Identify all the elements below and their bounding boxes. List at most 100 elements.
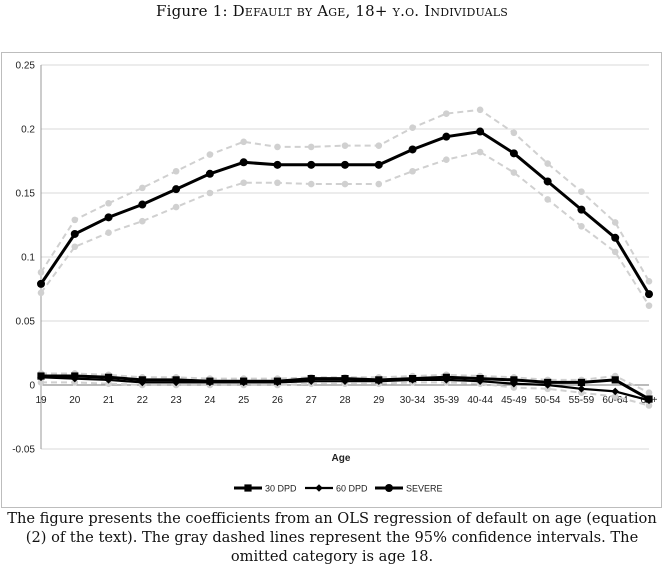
point-severe [172,185,181,194]
ci-point [645,402,653,409]
ci-point [476,106,484,114]
x-tick-label: 28 [339,395,351,406]
point-60-dpd [239,378,248,387]
legend-label-60-dpd: 60 DPD [336,484,368,494]
line-chart: -0.05 0 0.05 0.1 0.15 0.2 0.25 19 20 21 22 23 24 25 26… [12,61,657,494]
ci-point [240,138,247,146]
point-severe [476,127,485,136]
point-60-dpd [645,396,653,405]
figure-title-main: Default by Age, 18+ y.o. Individuals [232,2,508,20]
point-60-dpd [206,378,214,387]
ci-point [375,142,383,149]
x-tick-label: 25 [238,395,250,406]
point-60-dpd [307,377,316,385]
point-60-dpd [104,376,113,384]
point-severe [341,160,349,169]
point-60-dpd [476,377,484,385]
point-severe [374,160,383,169]
x-tick-label: 45-49 [501,395,527,406]
point-60-dpd [70,374,79,383]
ci-point [71,216,79,224]
x-tick-label: 35-39 [434,395,460,406]
ci-point [645,278,653,285]
chart-frame: -0.05 0 0.05 0.1 0.15 0.2 0.25 19 20 21 22 23 24 25 26… [1,52,662,508]
ci-point [476,148,484,156]
ci-point [37,379,45,386]
ci-point [544,385,551,393]
x-tick-label: 26 [272,395,284,406]
point-30-dpd [510,376,518,384]
ci-point [71,379,79,386]
ci-point [578,188,585,196]
series-line-severe [39,130,651,295]
ci-point [375,180,383,188]
point-severe [408,145,417,154]
x-tick-label: 20 [69,395,81,406]
ci-point [71,243,79,251]
ci-point [206,151,214,158]
point-severe [307,160,316,169]
ci-point [341,142,349,149]
point-30-dpd [577,378,586,387]
ci-point [510,169,518,176]
legend-marker-60-dpd [315,484,323,492]
point-60-dpd [510,379,518,388]
legend-label-severe: SEVERE [406,484,443,494]
ci-point [611,393,619,400]
x-tick-label: 50-54 [535,395,561,406]
ci-point [510,129,518,137]
point-severe [543,177,552,186]
ci-point [443,110,450,117]
ci-point [409,167,416,175]
point-severe [645,290,653,299]
x-tick-label: 29 [373,395,385,406]
point-severe [104,213,113,222]
point-60-dpd [273,378,282,387]
ci-point [645,389,653,396]
point-severe [442,132,451,141]
ci-point [510,384,518,391]
ci-point [274,143,281,151]
ci-point [611,219,619,226]
y-tick-label: 0.2 [21,125,35,136]
point-severe [138,200,147,209]
legend-marker-30-dpd [244,484,252,492]
x-tick-label: 22 [137,395,149,406]
x-tick-label: 60-64 [602,395,628,406]
point-60-dpd [138,378,147,387]
ci-point [37,289,45,297]
x-axis-title: Age [332,453,351,464]
ci-point [611,248,619,256]
y-tick-label: 0.05 [16,317,36,328]
ci-point [172,203,180,211]
y-tick-label: 0.15 [16,189,36,200]
x-tick-label: 30-34 [400,395,426,406]
y-tick-label: -0.05 [12,445,35,456]
ci-point [139,184,146,192]
point-60-dpd [543,381,552,389]
ci-point [341,180,349,188]
legend-marker-severe [385,484,393,492]
x-tick-label: 24 [204,395,216,406]
point-30-dpd [611,376,619,384]
ci-point [578,222,585,230]
ci-point [105,380,112,388]
ci-point [578,389,585,396]
figure-title: Figure 1: Default by Age, 18+ y.o. Indiv… [0,2,664,20]
ci-point [105,229,112,236]
point-severe [509,149,518,158]
figure-title-prefix: Figure 1: [156,2,233,20]
x-tick-label: 23 [171,395,183,406]
y-tick-label: 0.25 [16,61,36,72]
x-tick-label: 21 [103,395,115,406]
x-tick-label: 27 [306,395,318,406]
x-tick-label: 40-44 [467,395,493,406]
ci-point [307,180,315,188]
ci-point [274,179,281,187]
point-severe [611,233,620,242]
ci-point [172,167,180,175]
point-severe [273,160,282,169]
point-severe [205,169,214,178]
point-60-dpd [374,377,383,385]
point-60-dpd [577,385,586,393]
